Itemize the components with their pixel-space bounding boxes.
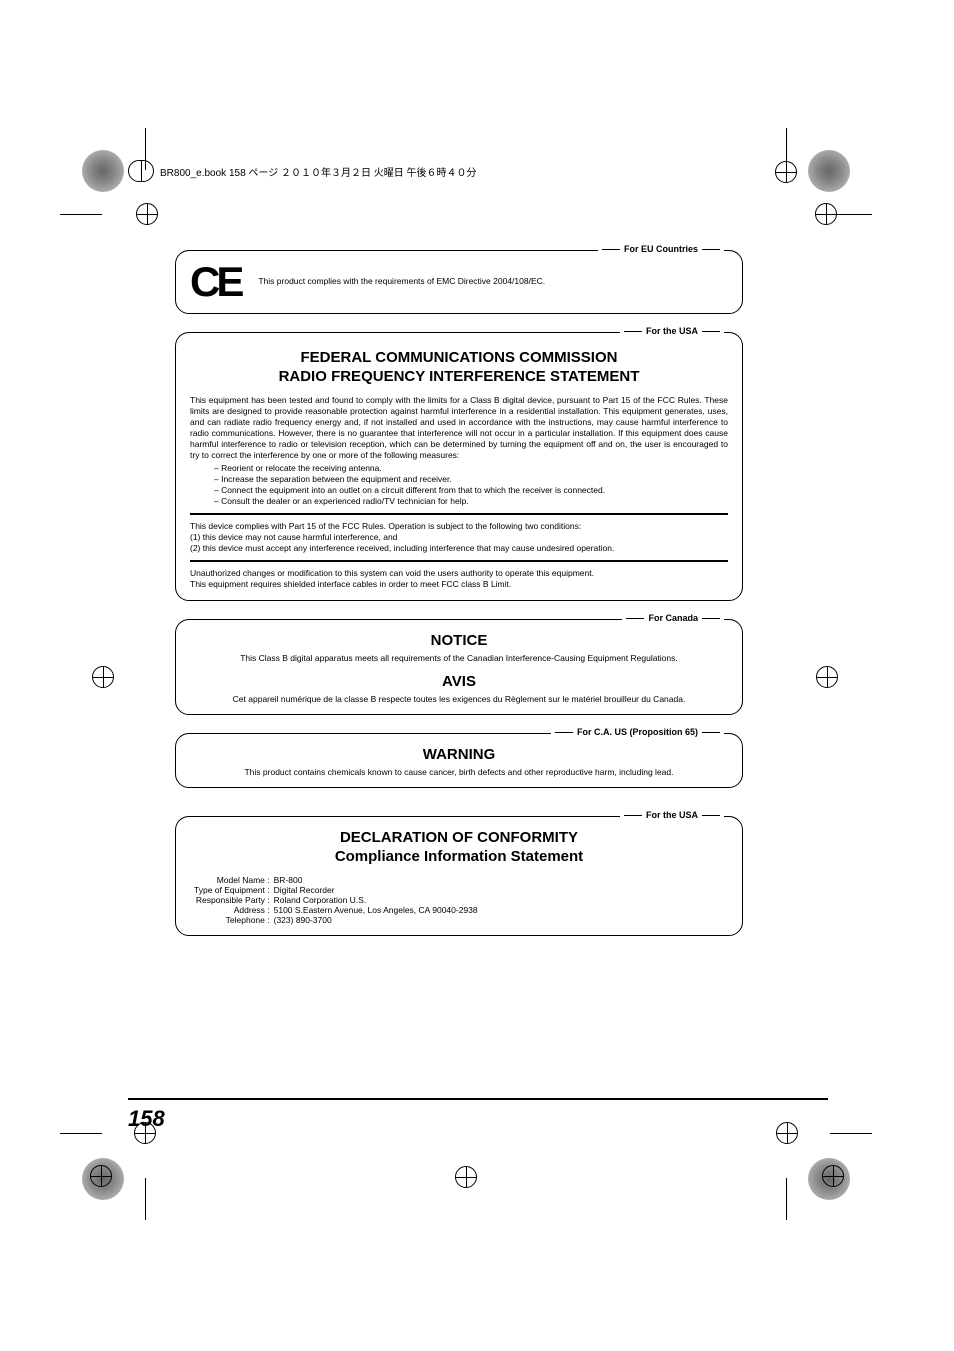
registration-mark <box>816 666 838 688</box>
table-row: Telephone : (323) 890-3700 <box>194 915 478 925</box>
crop-line <box>830 214 872 215</box>
doc-info-table: Model Name : BR-800 Type of Equipment : … <box>194 875 478 925</box>
separator <box>190 513 728 515</box>
table-row: Type of Equipment : Digital Recorder <box>194 885 478 895</box>
row-value: BR-800 <box>274 875 478 885</box>
fcc-title: FEDERAL COMMUNICATIONS COMMISSION RADIO … <box>190 349 728 387</box>
registration-mark <box>822 1165 844 1187</box>
eu-compliance-box: For EU Countries CE This product complie… <box>175 250 743 314</box>
avis-title: AVIS <box>190 673 728 690</box>
canada-notice-box: For Canada NOTICE This Class B digital a… <box>175 619 743 715</box>
crop-line <box>145 1178 146 1220</box>
crop-line <box>60 1133 102 1134</box>
header-text: BR800_e.book 158 ページ ２０１０年３月２日 火曜日 午後６時４… <box>160 164 477 179</box>
fcc-para2: This device complies with Part 15 of the… <box>190 521 728 554</box>
list-item: Reorient or relocate the receiving anten… <box>214 463 728 474</box>
eu-label: For EU Countries <box>598 244 724 254</box>
prop65-warning-box: For C.A. US (Proposition 65) WARNING Thi… <box>175 733 743 788</box>
crop-corner-tl <box>82 150 124 192</box>
warning-text: This product contains chemicals known to… <box>190 767 728 777</box>
row-value: Digital Recorder <box>274 885 478 895</box>
fcc-para1: This equipment has been tested and found… <box>190 395 728 461</box>
eu-text: This product complies with the requireme… <box>258 276 545 287</box>
list-item: Consult the dealer or an experienced rad… <box>214 496 728 507</box>
canada-label: For Canada <box>622 613 724 623</box>
notice-text: This Class B digital apparatus meets all… <box>190 653 728 663</box>
row-label: Address : <box>194 905 274 915</box>
book-icon <box>128 160 154 182</box>
fcc-measures-list: Reorient or relocate the receiving anten… <box>214 463 728 507</box>
prop65-label: For C.A. US (Proposition 65) <box>551 727 724 737</box>
doc-label: For the USA <box>620 810 724 820</box>
page-footer: 158 <box>128 1098 828 1132</box>
crop-corner-tr <box>808 150 850 192</box>
row-label: Type of Equipment : <box>194 885 274 895</box>
warning-title: WARNING <box>190 746 728 763</box>
registration-mark <box>92 666 114 688</box>
registration-mark <box>136 203 158 225</box>
separator <box>190 560 728 562</box>
content-area: For EU Countries CE This product complie… <box>175 250 743 954</box>
page-header: BR800_e.book 158 ページ ２０１０年３月２日 火曜日 午後６時４… <box>128 160 477 182</box>
crop-line <box>786 128 787 170</box>
crop-line <box>786 1178 787 1220</box>
fcc-statement-box: For the USA FEDERAL COMMUNICATIONS COMMI… <box>175 332 743 601</box>
declaration-box: For the USA DECLARATION OF CONFORMITY Co… <box>175 816 743 936</box>
row-label: Telephone : <box>194 915 274 925</box>
list-item: Connect the equipment into an outlet on … <box>214 485 728 496</box>
ce-mark-icon: CE <box>190 261 240 303</box>
row-value: (323) 890-3700 <box>274 915 478 925</box>
fcc-label: For the USA <box>620 326 724 336</box>
crop-line <box>830 1133 872 1134</box>
row-label: Responsible Party : <box>194 895 274 905</box>
page-number: 158 <box>128 1106 165 1131</box>
table-row: Responsible Party : Roland Corporation U… <box>194 895 478 905</box>
avis-text: Cet appareil numérique de la classe B re… <box>190 694 728 704</box>
registration-mark <box>455 1166 477 1188</box>
fcc-para3: Unauthorized changes or modification to … <box>190 568 728 590</box>
row-label: Model Name : <box>194 875 274 885</box>
table-row: Model Name : BR-800 <box>194 875 478 885</box>
crop-line <box>60 214 102 215</box>
row-value: Roland Corporation U.S. <box>274 895 478 905</box>
row-value: 5100 S.Eastern Avenue, Los Angeles, CA 9… <box>274 905 478 915</box>
list-item: Increase the separation between the equi… <box>214 474 728 485</box>
notice-title: NOTICE <box>190 632 728 649</box>
table-row: Address : 5100 S.Eastern Avenue, Los Ang… <box>194 905 478 915</box>
registration-mark <box>90 1165 112 1187</box>
doc-title: DECLARATION OF CONFORMITY Compliance Inf… <box>190 829 728 867</box>
